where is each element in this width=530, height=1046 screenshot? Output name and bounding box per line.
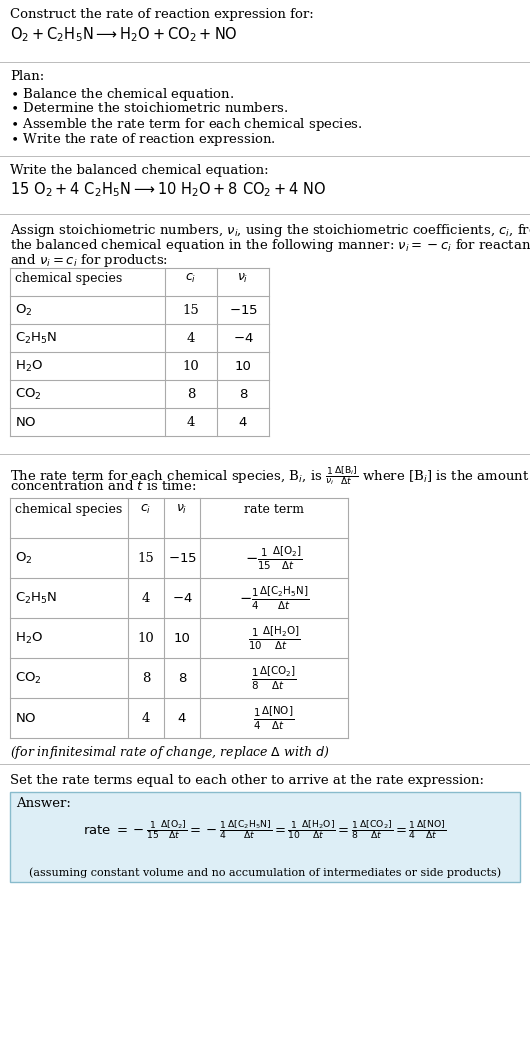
- Text: $\mathrm{NO}$: $\mathrm{NO}$: [15, 711, 37, 725]
- Text: Write the balanced chemical equation:: Write the balanced chemical equation:: [10, 164, 269, 177]
- Text: $15\ \mathrm{O_2} + 4\ \mathrm{C_2H_5N} \longrightarrow 10\ \mathrm{H_2O} + 8\ \: $15\ \mathrm{O_2} + 4\ \mathrm{C_2H_5N} …: [10, 180, 326, 199]
- Text: chemical species: chemical species: [15, 272, 122, 285]
- Text: rate term: rate term: [244, 503, 304, 516]
- Text: $c_i$: $c_i$: [140, 503, 152, 516]
- Text: 15: 15: [183, 303, 199, 317]
- Text: $-\frac{1}{15}\frac{\Delta[\mathrm{O_2}]}{\Delta t}$: $-\frac{1}{15}\frac{\Delta[\mathrm{O_2}]…: [245, 544, 303, 572]
- Text: $\bullet$ Determine the stoichiometric numbers.: $\bullet$ Determine the stoichiometric n…: [10, 101, 288, 115]
- Text: 8: 8: [178, 672, 186, 684]
- Text: $\bullet$ Assemble the rate term for each chemical species.: $\bullet$ Assemble the rate term for eac…: [10, 116, 363, 133]
- Text: (assuming constant volume and no accumulation of intermediates or side products): (assuming constant volume and no accumul…: [29, 867, 501, 878]
- Text: $\mathrm{CO_2}$: $\mathrm{CO_2}$: [15, 670, 42, 685]
- Text: $\bullet$ Write the rate of reaction expression.: $\bullet$ Write the rate of reaction exp…: [10, 131, 276, 147]
- Text: $\mathrm{C_2H_5N}$: $\mathrm{C_2H_5N}$: [15, 331, 57, 345]
- Text: 10: 10: [173, 632, 190, 644]
- Text: $\mathrm{O_2}$: $\mathrm{O_2}$: [15, 302, 32, 318]
- Text: $-\frac{1}{4}\frac{\Delta[\mathrm{C_2H_5N}]}{\Delta t}$: $-\frac{1}{4}\frac{\Delta[\mathrm{C_2H_5…: [239, 585, 309, 612]
- Text: concentration and $t$ is time:: concentration and $t$ is time:: [10, 479, 197, 493]
- Text: $\mathrm{CO_2}$: $\mathrm{CO_2}$: [15, 386, 42, 402]
- Text: $-4$: $-4$: [233, 332, 253, 344]
- Text: 4: 4: [142, 591, 150, 605]
- Text: $-4$: $-4$: [172, 591, 192, 605]
- Text: $\mathrm{H_2O}$: $\mathrm{H_2O}$: [15, 359, 43, 373]
- Text: 10: 10: [138, 632, 154, 644]
- Text: 15: 15: [138, 551, 154, 565]
- Text: $\mathrm{H_2O}$: $\mathrm{H_2O}$: [15, 631, 43, 645]
- Text: 8: 8: [187, 387, 195, 401]
- Text: the balanced chemical equation in the following manner: $\nu_i = -c_i$ for react: the balanced chemical equation in the fo…: [10, 237, 530, 254]
- Text: $\bullet$ Balance the chemical equation.: $\bullet$ Balance the chemical equation.: [10, 86, 234, 103]
- Text: $\mathrm{C_2H_5N}$: $\mathrm{C_2H_5N}$: [15, 590, 57, 606]
- Text: $\mathrm{O_2}$: $\mathrm{O_2}$: [15, 550, 32, 566]
- Text: $-15$: $-15$: [167, 551, 197, 565]
- Text: 8: 8: [142, 672, 150, 684]
- Text: Set the rate terms equal to each other to arrive at the rate expression:: Set the rate terms equal to each other t…: [10, 774, 484, 787]
- Text: $\frac{1}{4}\frac{\Delta[\mathrm{NO}]}{\Delta t}$: $\frac{1}{4}\frac{\Delta[\mathrm{NO}]}{\…: [253, 704, 295, 732]
- Text: 10: 10: [235, 360, 251, 372]
- Text: rate $= -\frac{1}{15}\frac{\Delta[\mathrm{O_2}]}{\Delta t}= -\frac{1}{4}\frac{\D: rate $= -\frac{1}{15}\frac{\Delta[\mathr…: [83, 818, 447, 841]
- Text: chemical species: chemical species: [15, 503, 122, 516]
- Text: 10: 10: [183, 360, 199, 372]
- Text: $\mathrm{O_2} + \mathrm{C_2H_5N} \longrightarrow \mathrm{H_2O} + \mathrm{CO_2} +: $\mathrm{O_2} + \mathrm{C_2H_5N} \longri…: [10, 25, 238, 44]
- Text: Assign stoichiometric numbers, $\nu_i$, using the stoichiometric coefficients, $: Assign stoichiometric numbers, $\nu_i$, …: [10, 222, 530, 238]
- Text: Construct the rate of reaction expression for:: Construct the rate of reaction expressio…: [10, 8, 314, 21]
- Text: $\frac{1}{8}\frac{\Delta[\mathrm{CO_2}]}{\Delta t}$: $\frac{1}{8}\frac{\Delta[\mathrm{CO_2}]}…: [251, 664, 297, 691]
- Text: 8: 8: [239, 387, 247, 401]
- Text: 4: 4: [187, 332, 195, 344]
- Text: The rate term for each chemical species, B$_i$, is $\frac{1}{\nu_i}\frac{\Delta[: The rate term for each chemical species,…: [10, 464, 529, 487]
- Text: Plan:: Plan:: [10, 70, 44, 83]
- Text: 4: 4: [142, 711, 150, 725]
- Text: Answer:: Answer:: [16, 797, 71, 810]
- Text: $c_i$: $c_i$: [186, 272, 197, 286]
- Text: $\nu_i$: $\nu_i$: [176, 503, 188, 516]
- Text: $\frac{1}{10}\frac{\Delta[\mathrm{H_2O}]}{\Delta t}$: $\frac{1}{10}\frac{\Delta[\mathrm{H_2O}]…: [248, 624, 301, 652]
- FancyBboxPatch shape: [10, 792, 520, 882]
- Text: 4: 4: [187, 415, 195, 429]
- Text: (for infinitesimal rate of change, replace $\Delta$ with $d$): (for infinitesimal rate of change, repla…: [10, 744, 329, 761]
- Text: and $\nu_i = c_i$ for products:: and $\nu_i = c_i$ for products:: [10, 252, 168, 269]
- Text: $\mathrm{NO}$: $\mathrm{NO}$: [15, 415, 37, 429]
- Text: 4: 4: [239, 415, 247, 429]
- Text: $-15$: $-15$: [228, 303, 258, 317]
- Text: $\nu_i$: $\nu_i$: [237, 272, 249, 286]
- Text: 4: 4: [178, 711, 186, 725]
